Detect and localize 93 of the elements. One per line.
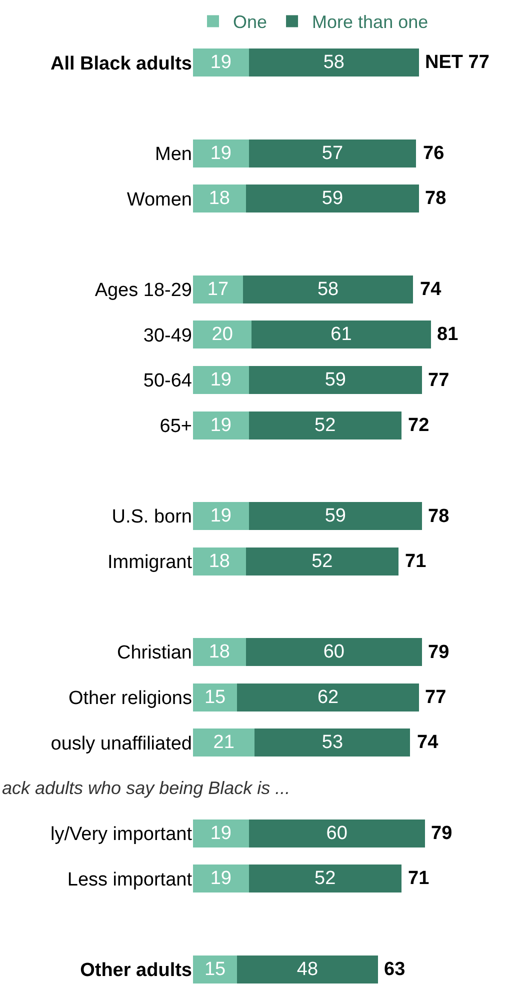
data-label: 20 bbox=[212, 324, 233, 346]
data-label: 59 bbox=[322, 188, 344, 210]
bar bbox=[193, 864, 249, 893]
y-tick-label: ly/Very important bbox=[50, 824, 193, 845]
bar bbox=[254, 728, 410, 757]
data-label: 19 bbox=[210, 414, 232, 436]
bar bbox=[248, 411, 402, 440]
total-label: 78 bbox=[425, 188, 446, 209]
y-tick-label: Immigrant bbox=[108, 552, 193, 573]
bar bbox=[193, 819, 249, 848]
bar bbox=[237, 955, 378, 984]
data-label: 21 bbox=[213, 732, 234, 754]
data-label: 18 bbox=[208, 550, 230, 572]
y-tick-label: Men bbox=[155, 144, 192, 165]
bar bbox=[193, 366, 249, 394]
data-label: 18 bbox=[208, 188, 230, 210]
data-label: 15 bbox=[204, 686, 226, 708]
bar bbox=[193, 139, 249, 168]
bar bbox=[193, 48, 249, 77]
bar bbox=[246, 184, 420, 213]
total-label: 79 bbox=[428, 642, 450, 663]
data-label: 52 bbox=[314, 414, 336, 436]
data-label: 19 bbox=[210, 370, 232, 390]
bar bbox=[237, 683, 420, 712]
y-tick-label: 65+ bbox=[160, 416, 192, 437]
total-label: NET 77 bbox=[425, 52, 490, 73]
bar bbox=[248, 502, 422, 530]
total-label: 79 bbox=[431, 823, 452, 844]
data-label: 19 bbox=[210, 822, 232, 844]
y-tick-label: Less important bbox=[67, 869, 193, 890]
bar bbox=[246, 547, 398, 576]
y-tick-label: Ages 18-29 bbox=[94, 280, 192, 301]
y-tick-label: All Black adults bbox=[50, 53, 192, 74]
bar bbox=[242, 275, 414, 304]
data-label: 60 bbox=[323, 642, 344, 662]
bar bbox=[248, 139, 416, 168]
legend-label: One bbox=[233, 12, 268, 32]
y-tick-label: 50-64 bbox=[143, 370, 192, 392]
data-label: 60 bbox=[326, 822, 348, 844]
bar bbox=[193, 547, 246, 576]
bar bbox=[193, 502, 249, 530]
y-tick-label: 30-49 bbox=[143, 325, 192, 346]
data-label: 59 bbox=[324, 370, 346, 390]
bar bbox=[193, 275, 243, 304]
data-label: 52 bbox=[312, 550, 333, 572]
data-label: 19 bbox=[210, 142, 232, 164]
total-label: 71 bbox=[405, 551, 427, 572]
total-label: 76 bbox=[423, 143, 444, 164]
y-tick-label: ously unaffiliated bbox=[50, 733, 192, 754]
data-label: 61 bbox=[330, 324, 352, 346]
y-tick-label: U.S. born bbox=[112, 506, 192, 528]
data-label: 19 bbox=[210, 52, 232, 74]
data-label: 52 bbox=[314, 868, 336, 890]
total-label: 78 bbox=[428, 506, 450, 527]
bar bbox=[193, 320, 252, 349]
total-label: 71 bbox=[408, 868, 430, 889]
data-label: 62 bbox=[317, 686, 339, 708]
total-label: 72 bbox=[408, 415, 430, 436]
data-label: 57 bbox=[322, 142, 344, 164]
data-label: 58 bbox=[323, 52, 344, 74]
bar bbox=[193, 683, 238, 712]
data-label: 48 bbox=[296, 958, 318, 980]
bar bbox=[248, 48, 420, 77]
y-tick-label: Christian bbox=[117, 642, 192, 664]
y-tick-label: Other religions bbox=[68, 688, 192, 709]
bar bbox=[248, 864, 402, 893]
data-label: 19 bbox=[210, 868, 232, 890]
data-label: 58 bbox=[317, 278, 339, 300]
total-label: 74 bbox=[420, 279, 442, 300]
bar bbox=[246, 638, 422, 666]
y-tick-label: Women bbox=[126, 189, 192, 210]
total-label: 81 bbox=[437, 324, 459, 345]
bar bbox=[248, 366, 422, 394]
data-label: 18 bbox=[208, 642, 230, 662]
legend-label: More than one bbox=[312, 12, 428, 32]
bar bbox=[248, 819, 425, 848]
total-label: 74 bbox=[417, 732, 439, 753]
bar bbox=[193, 955, 238, 984]
bar bbox=[193, 728, 255, 757]
data-label: 17 bbox=[207, 278, 229, 300]
data-label: 59 bbox=[324, 506, 346, 526]
annotation: ack adults who say being Black is ... bbox=[2, 778, 290, 798]
total-label: 63 bbox=[384, 959, 406, 980]
data-label: 53 bbox=[322, 732, 344, 754]
data-label: 19 bbox=[210, 506, 232, 526]
bar bbox=[193, 184, 246, 213]
bar bbox=[193, 411, 249, 440]
total-label: 77 bbox=[428, 370, 450, 391]
total-label: 77 bbox=[425, 687, 446, 708]
data-label: 15 bbox=[204, 958, 226, 980]
y-tick-label: Other adults bbox=[80, 960, 192, 981]
bar bbox=[193, 638, 246, 666]
bar bbox=[252, 320, 431, 349]
